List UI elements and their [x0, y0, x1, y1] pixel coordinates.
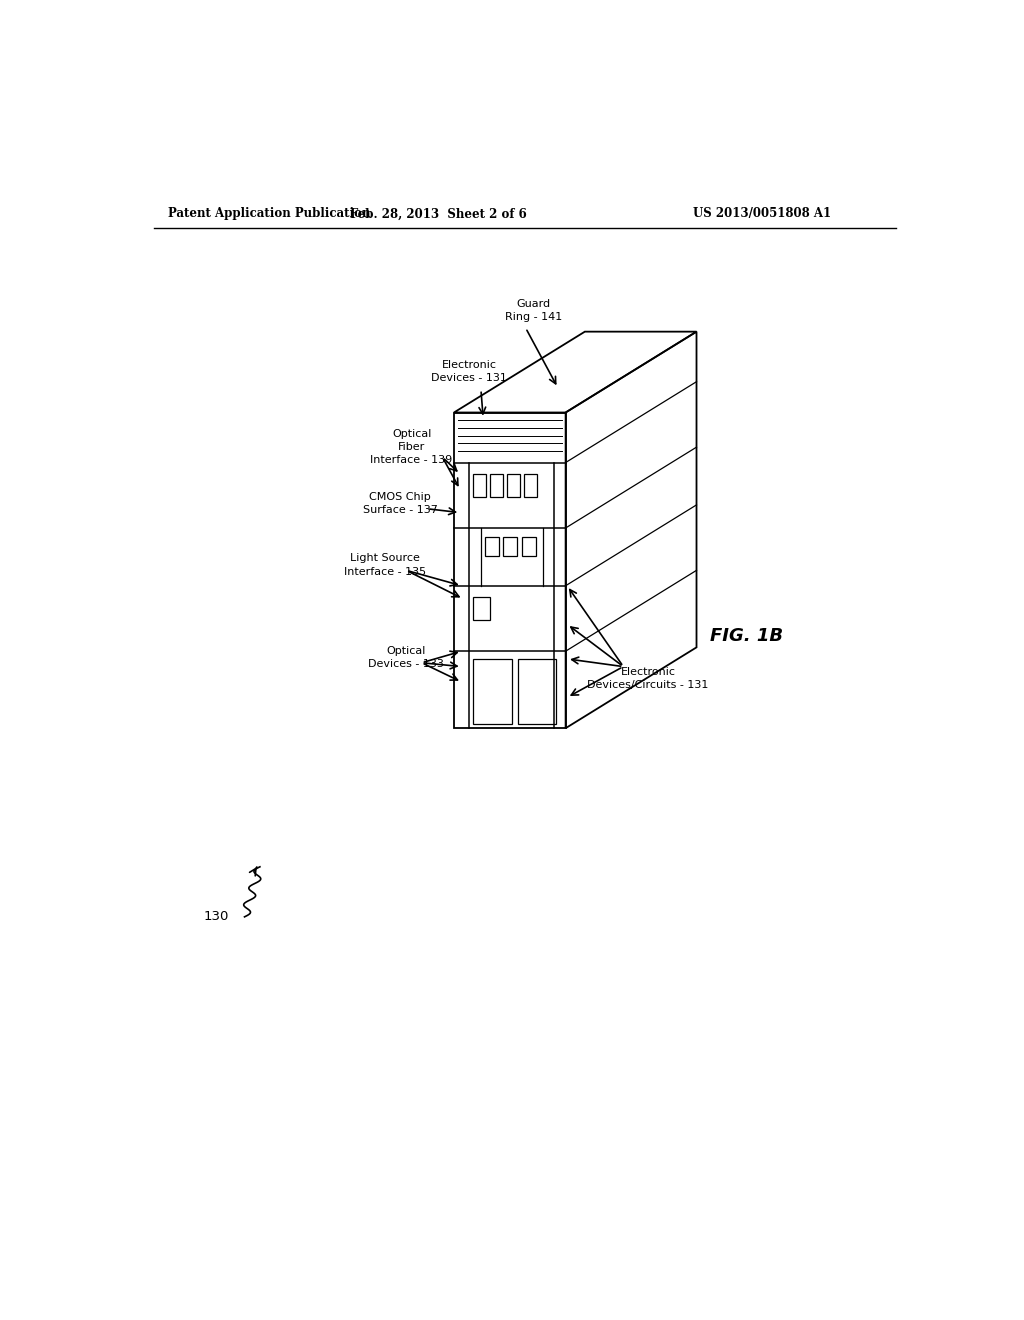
Text: Optical
Fiber
Interface - 139: Optical Fiber Interface - 139 — [371, 429, 453, 466]
Text: Light Source
Interface - 135: Light Source Interface - 135 — [344, 553, 426, 577]
Text: Feb. 28, 2013  Sheet 2 of 6: Feb. 28, 2013 Sheet 2 of 6 — [350, 207, 527, 220]
Text: 130: 130 — [204, 911, 229, 924]
Text: Guard
Ring - 141: Guard Ring - 141 — [505, 300, 562, 322]
Text: FIG. 1B: FIG. 1B — [710, 627, 783, 644]
Text: CMOS Chip
Surface - 137: CMOS Chip Surface - 137 — [362, 492, 437, 515]
Text: US 2013/0051808 A1: US 2013/0051808 A1 — [693, 207, 831, 220]
Text: Patent Application Publication: Patent Application Publication — [168, 207, 370, 220]
Text: Electronic
Devices - 131: Electronic Devices - 131 — [431, 360, 507, 383]
Text: Electronic
Devices/Circuits - 131: Electronic Devices/Circuits - 131 — [588, 667, 709, 690]
Text: Optical
Devices - 133: Optical Devices - 133 — [369, 645, 444, 669]
